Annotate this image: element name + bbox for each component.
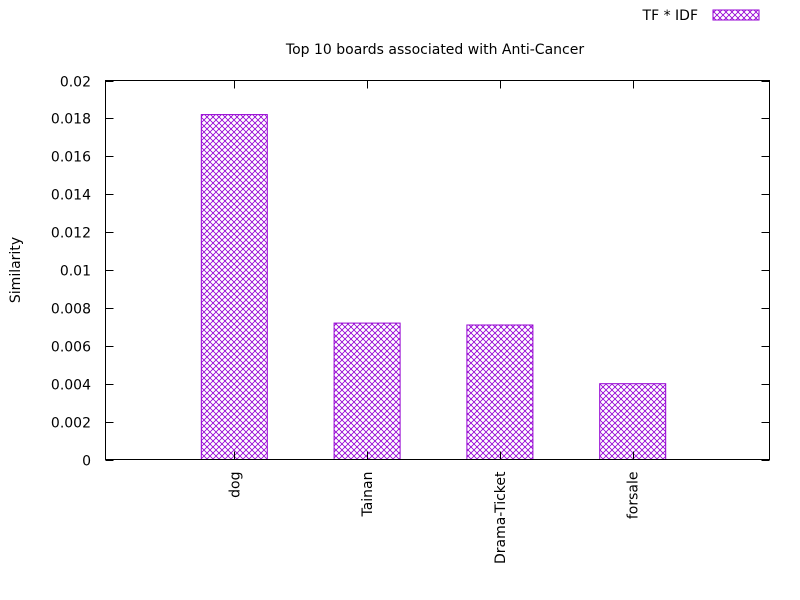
legend: TF * IDF — [642, 8, 760, 24]
y-tick-label: 0.012 — [51, 226, 91, 242]
y-axis: 0 0.002 0.004 0.006 0.008 0.01 0.012 0.014 0.016… — [51, 75, 770, 470]
x-tick-label: Drama-Ticket — [493, 471, 509, 564]
plot-frame — [105, 80, 770, 460]
y-tick-label: 0.006 — [51, 340, 91, 356]
y-tick-label: 0.02 — [60, 75, 91, 91]
y-tick-label: 0.004 — [51, 378, 91, 394]
x-axis: dog Tainan Drama-Ticket forsale — [227, 80, 642, 564]
x-tick-label: forsale — [626, 472, 642, 520]
legend-label: TF * IDF — [642, 8, 698, 24]
bars — [200, 114, 667, 461]
y-tick-label: 0.002 — [51, 416, 91, 432]
chart-title: Top 10 boards associated with Anti-Cance… — [285, 42, 584, 58]
y-tick-label: 0.016 — [51, 150, 91, 166]
y-tick-label: 0.018 — [51, 112, 91, 128]
y-tick-label: 0.008 — [51, 302, 91, 318]
bar-forsale — [599, 383, 667, 461]
x-tick-label: dog — [227, 472, 243, 498]
y-tick-label: 0 — [82, 454, 91, 470]
bar-tainan — [333, 322, 401, 460]
bar-dog — [200, 114, 268, 460]
y-axis-label: Similarity — [8, 237, 24, 303]
y-tick-label: 0.01 — [60, 264, 91, 280]
legend-swatch — [712, 9, 760, 21]
y-tick-label: 0.014 — [51, 188, 91, 204]
bar-drama-ticket — [466, 324, 534, 460]
x-tick-label: Tainan — [360, 472, 376, 518]
